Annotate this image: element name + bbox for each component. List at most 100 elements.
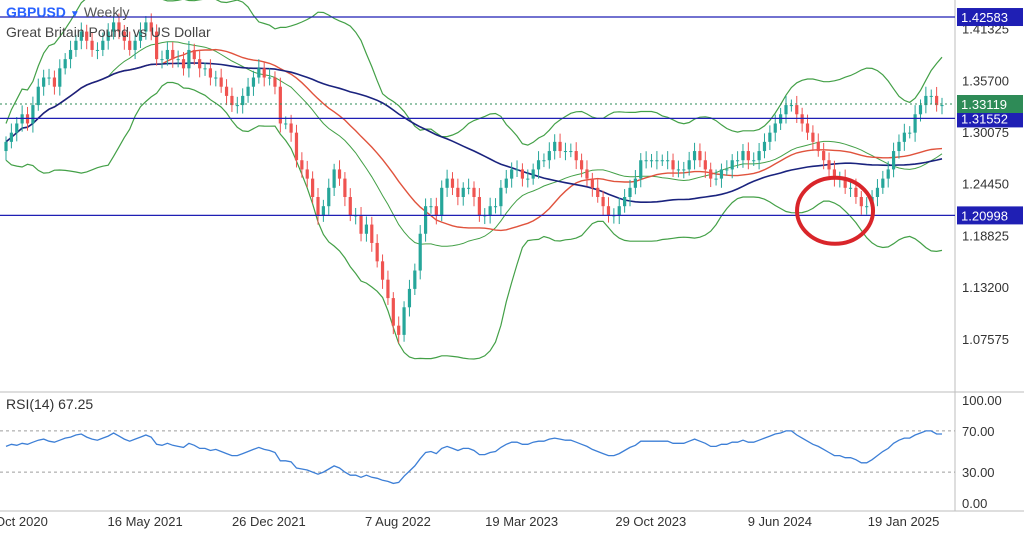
candle-body bbox=[510, 169, 514, 179]
candle-body bbox=[386, 279, 390, 299]
candle-body bbox=[214, 77, 218, 79]
time-tick-label: 29 Oct 2023 bbox=[615, 514, 686, 529]
candle-body bbox=[246, 86, 250, 96]
candle-body bbox=[58, 68, 62, 87]
candle-body bbox=[666, 160, 670, 162]
candle-body bbox=[752, 160, 756, 162]
symbol-label[interactable]: GBPUSD bbox=[6, 4, 66, 20]
candle-body bbox=[251, 77, 256, 87]
candle-body bbox=[520, 169, 525, 179]
candle-body bbox=[122, 31, 126, 41]
candle-body bbox=[515, 169, 519, 171]
candle-body bbox=[31, 105, 35, 124]
candle-body bbox=[719, 169, 724, 179]
bollinger-bands bbox=[5, 0, 943, 360]
candle-body bbox=[698, 151, 702, 161]
candle-body bbox=[278, 86, 282, 124]
level-tag-label: 1.20998 bbox=[961, 208, 1008, 223]
candle-body bbox=[15, 123, 19, 133]
rsi-tick-label: 70.00 bbox=[962, 424, 995, 439]
candle-body bbox=[553, 141, 557, 152]
candle-body bbox=[660, 160, 664, 162]
candle-body bbox=[348, 197, 352, 216]
candle-body bbox=[886, 169, 890, 179]
candle-body bbox=[52, 77, 57, 87]
candle-body bbox=[407, 288, 412, 308]
candle-body bbox=[891, 151, 896, 170]
candle-body bbox=[692, 151, 697, 161]
candle-body bbox=[703, 160, 707, 170]
candle-body bbox=[784, 105, 788, 115]
candle-body bbox=[563, 151, 568, 153]
candle-body bbox=[321, 206, 325, 216]
chevron-down-icon[interactable]: ▼ bbox=[69, 9, 80, 20]
price-tick-label: 1.30075 bbox=[962, 125, 1009, 140]
candle-body bbox=[762, 141, 767, 152]
candle-body bbox=[391, 298, 395, 326]
candle-body bbox=[47, 77, 51, 79]
time-tick-label: 19 Jan 2025 bbox=[868, 514, 940, 529]
candle-body bbox=[42, 77, 46, 87]
candle-body bbox=[617, 206, 621, 216]
candle-body bbox=[730, 160, 734, 170]
candle-body bbox=[542, 160, 546, 162]
candle-body bbox=[181, 59, 186, 69]
annotation-layer bbox=[795, 175, 876, 246]
candle-body bbox=[440, 187, 444, 216]
candle-body bbox=[655, 160, 659, 162]
candle-body bbox=[305, 169, 309, 179]
candle-body bbox=[149, 22, 153, 32]
candle-body bbox=[789, 105, 793, 107]
candle-body bbox=[811, 132, 815, 142]
candle-body bbox=[499, 187, 503, 207]
bollinger-upper-line bbox=[5, 0, 943, 146]
price-axis: 1.413251.357001.300751.244501.188251.132… bbox=[962, 22, 1009, 347]
candle-body bbox=[493, 206, 498, 208]
candle-body bbox=[488, 206, 492, 216]
candle-body bbox=[757, 151, 761, 161]
time-tick-label: 9 Jun 2024 bbox=[748, 514, 812, 529]
candle-body bbox=[725, 169, 729, 171]
candle-body bbox=[284, 123, 288, 125]
price-tick-label: 1.07575 bbox=[962, 332, 1009, 347]
candle-body bbox=[343, 178, 347, 197]
timeframe-label[interactable]: Weekly bbox=[83, 4, 130, 20]
candle-body bbox=[429, 206, 433, 208]
candle-body bbox=[935, 95, 939, 106]
grid-layer bbox=[0, 0, 1024, 512]
candle-body bbox=[187, 49, 191, 69]
candle-body bbox=[413, 270, 417, 289]
candle-body bbox=[230, 95, 234, 106]
current-price-tag-label: 1.33119 bbox=[961, 97, 1007, 112]
rsi-title: RSI(14) 67.25 bbox=[6, 396, 93, 412]
chart-header: GBPUSD ▼ Weekly bbox=[6, 4, 129, 20]
candle-body bbox=[192, 49, 196, 60]
candle-body bbox=[569, 151, 573, 153]
candle-body bbox=[536, 160, 541, 170]
candle-body bbox=[881, 178, 885, 188]
candle-body bbox=[294, 132, 299, 161]
candle-body bbox=[79, 31, 83, 41]
candle-body bbox=[106, 31, 110, 41]
candle-body bbox=[402, 307, 406, 335]
candle-body bbox=[477, 197, 481, 216]
candle-body bbox=[155, 31, 159, 60]
candle-body bbox=[450, 178, 455, 188]
candle-body bbox=[9, 132, 13, 142]
candle-body bbox=[606, 206, 611, 216]
candle-body bbox=[929, 95, 933, 97]
candle-body bbox=[267, 77, 272, 79]
candle-body bbox=[4, 141, 8, 152]
candle-body bbox=[590, 178, 594, 188]
candle-body bbox=[913, 114, 917, 133]
rsi-tick-label: 0.00 bbox=[962, 496, 987, 511]
candle-body bbox=[682, 169, 686, 171]
candle-body bbox=[418, 233, 422, 271]
candle-body bbox=[445, 178, 449, 188]
candle-body bbox=[423, 206, 428, 234]
candle-body bbox=[273, 77, 277, 87]
candle-body bbox=[671, 160, 675, 170]
candle-body bbox=[773, 123, 777, 133]
